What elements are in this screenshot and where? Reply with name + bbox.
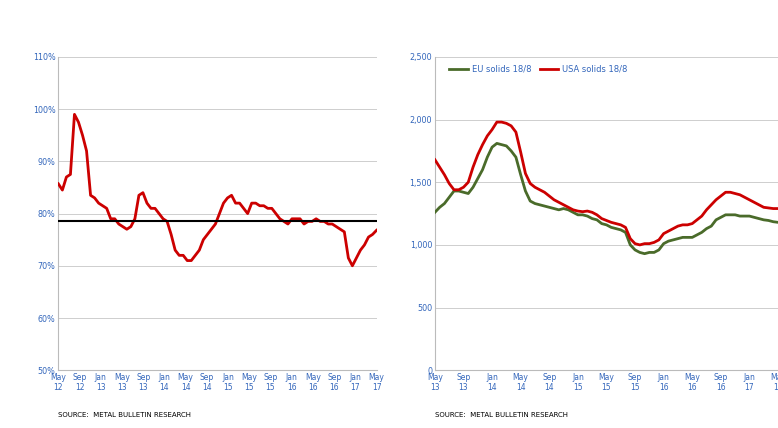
Text: 304 SCRAP PRICE VS PRICE OF CONSTITUENT PRIMARY RAW
MATERIALS: 304 SCRAP PRICE VS PRICE OF CONSTITUENT … (12, 16, 349, 39)
Legend: EU solids 18/8, USA solids 18/8: EU solids 18/8, USA solids 18/8 (446, 61, 631, 77)
Text: SOURCE:  METAL BULLETIN RESEARCH: SOURCE: METAL BULLETIN RESEARCH (58, 412, 191, 418)
Text: STAINLESS SCRAP PRICES ($/TONNE): STAINLESS SCRAP PRICES ($/TONNE) (398, 22, 614, 33)
Text: SOURCE:  METAL BULLETIN RESEARCH: SOURCE: METAL BULLETIN RESEARCH (435, 412, 568, 418)
